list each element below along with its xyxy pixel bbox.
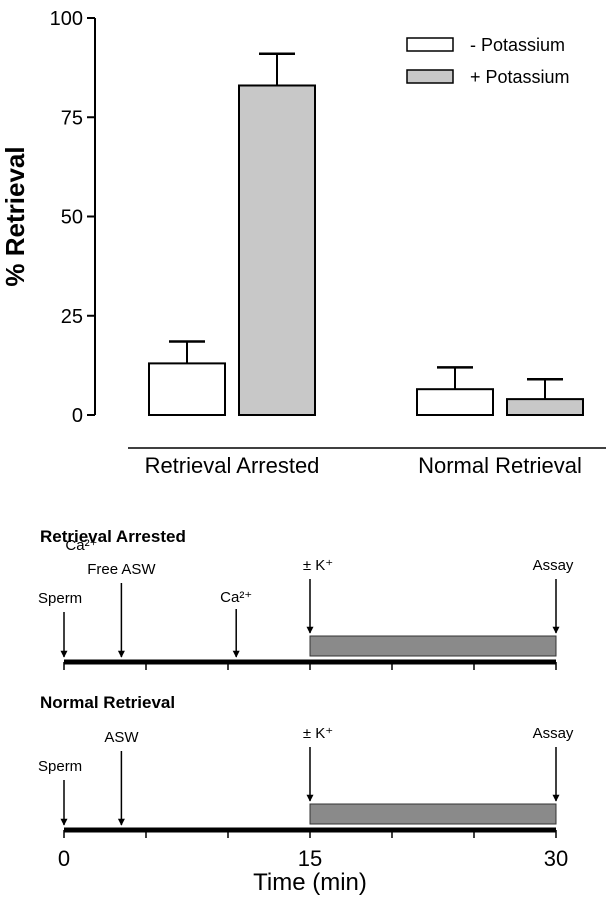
y-axis-label: % Retrieval bbox=[0, 146, 30, 286]
time-axis-label: Time (min) bbox=[253, 869, 367, 896]
time-tick-label: 15 bbox=[298, 846, 322, 871]
bar-chart: 0 25 50 75 100 % Retrieval Retrieval Arrested N… bbox=[0, 8, 606, 478]
event-label: ± K⁺ bbox=[303, 725, 333, 742]
time-tick-label: 0 bbox=[58, 846, 70, 871]
time-tick-label: 30 bbox=[544, 846, 568, 871]
timeline-panel-retrieval-arrested: Retrieval Arrested Sperm Free ASW Ca²⁺ Ca²⁺ ±… bbox=[38, 527, 574, 670]
event-label-top: Ca²⁺ bbox=[65, 537, 97, 554]
event-label: ASW bbox=[104, 729, 139, 746]
event-label: ± K⁺ bbox=[303, 557, 333, 574]
event-label: Assay bbox=[533, 725, 574, 742]
timeline-diagram: Retrieval Arrested Sperm Free ASW Ca²⁺ Ca²⁺ ±… bbox=[38, 527, 574, 896]
legend-swatch bbox=[406, 37, 454, 52]
y-tick-label: 0 bbox=[72, 405, 83, 427]
legend-label: - Potassium bbox=[470, 35, 565, 55]
bar-plus-potassium-normal-retrieval bbox=[506, 398, 584, 416]
event-label: Sperm bbox=[38, 758, 82, 775]
bar-minus-potassium-retrieval-arrested bbox=[148, 362, 226, 417]
bar-minus-potassium-normal-retrieval bbox=[416, 388, 494, 417]
event-label: Ca²⁺ bbox=[220, 589, 252, 606]
timeline-panel-normal-retrieval: Normal Retrieval Sperm ASW ± K⁺ Assay bbox=[38, 693, 574, 838]
panel-title: Retrieval Arrested bbox=[40, 527, 186, 546]
event-label: Free ASW bbox=[87, 561, 156, 578]
y-tick-label: 100 bbox=[50, 8, 83, 30]
event-label: Assay bbox=[533, 557, 574, 574]
event-label: Sperm bbox=[38, 590, 82, 607]
category-label-retrieval-arrested: Retrieval Arrested bbox=[145, 453, 320, 478]
legend-label: + Potassium bbox=[470, 67, 570, 87]
incubation-bar bbox=[309, 635, 557, 657]
y-tick-label: 25 bbox=[61, 306, 83, 328]
y-tick-label: 50 bbox=[61, 207, 83, 229]
category-label-normal-retrieval: Normal Retrieval bbox=[418, 453, 582, 478]
panel-title: Normal Retrieval bbox=[40, 693, 175, 712]
legend-swatch bbox=[406, 69, 454, 84]
incubation-bar bbox=[309, 803, 557, 825]
bar-plus-potassium-retrieval-arrested bbox=[238, 84, 316, 417]
y-tick-label: 75 bbox=[61, 107, 83, 129]
